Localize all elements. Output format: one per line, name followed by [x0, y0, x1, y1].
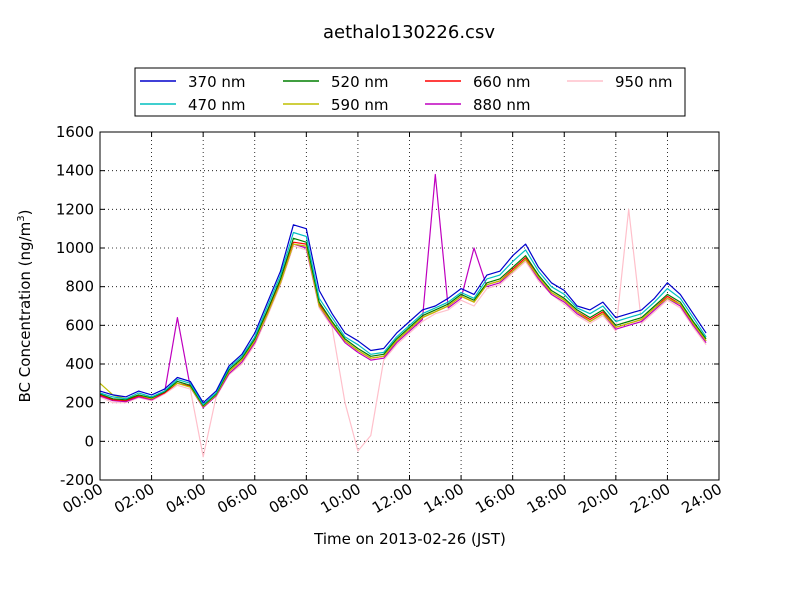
series-line-370-nm	[99, 224, 707, 404]
y-tick-label: 400	[65, 355, 94, 373]
series-line-520-nm	[99, 237, 707, 407]
legend-label: 590 nm	[331, 96, 389, 114]
x-tick-label: 22:00	[627, 480, 673, 517]
x-tick-label: 12:00	[369, 480, 415, 517]
x-tick-label: 18:00	[524, 480, 570, 517]
legend: 370 nm 470 nm 520 nm 590 nm 660 nm 880 nm 950 …	[134, 67, 686, 117]
y-axis-label-end: )	[16, 210, 34, 216]
legend-label: 880 nm	[473, 96, 531, 114]
y-tick-label: 1400	[56, 162, 94, 180]
x-tick-label: 24:00	[679, 480, 725, 517]
series-layer	[99, 173, 707, 458]
y-axis-label: BC Concentration (ng/m3)	[16, 210, 34, 403]
x-tick-label: 08:00	[266, 480, 312, 517]
legend-label: 520 nm	[331, 73, 389, 91]
legend-label: 660 nm	[473, 73, 531, 91]
x-tick-label: 02:00	[111, 480, 157, 517]
legend-box	[134, 67, 686, 117]
chart-title: aethalo130226.csv	[323, 22, 495, 43]
x-tick-label: 10:00	[317, 480, 363, 517]
x-tick-label: 20:00	[575, 480, 621, 517]
y-axis-label-sup: 3	[16, 215, 27, 221]
plot-area	[100, 132, 719, 480]
x-axis-label: Time on 2013-02-26 (JST)	[313, 530, 506, 548]
x-tick-label: 14:00	[421, 480, 467, 517]
y-tick-label: 800	[65, 278, 94, 296]
y-tick-label: 600	[65, 316, 94, 334]
x-tick-label: 04:00	[163, 480, 209, 517]
y-axis-label-main: BC Concentration (ng/m	[16, 222, 34, 403]
y-tick-label: 1200	[56, 200, 94, 218]
y-tick-label: 1600	[56, 123, 94, 141]
series-line-950-nm	[99, 208, 707, 458]
x-tick-label: 06:00	[214, 480, 260, 517]
x-tick-label: 16:00	[472, 480, 518, 517]
legend-label: 470 nm	[188, 96, 246, 114]
legend-label: 370 nm	[188, 73, 246, 91]
legend-label: 950 nm	[615, 73, 673, 91]
y-tick-label: 0	[84, 432, 94, 450]
y-tick-label: -200	[60, 471, 94, 489]
y-tick-label: 200	[65, 394, 94, 412]
series-line-470-nm	[99, 231, 707, 406]
y-tick-label: 1000	[56, 239, 94, 257]
